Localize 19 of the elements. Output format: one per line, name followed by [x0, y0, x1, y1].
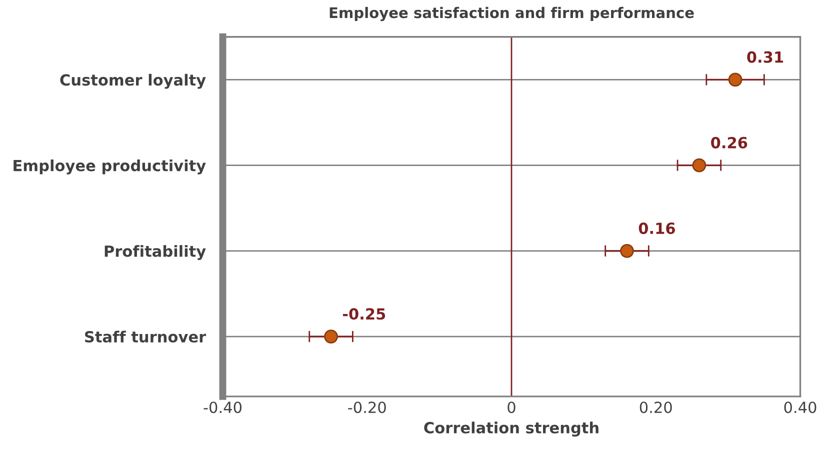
point [324, 330, 338, 344]
point [692, 158, 706, 172]
y-tick-label: Employee productivity [14, 159, 206, 174]
x-tick-label: 0.20 [640, 402, 672, 414]
y-tick-label: Customer loyalty [60, 74, 206, 89]
x-axis-title: Correlation strength [424, 422, 598, 437]
data-label: 0.31 [747, 51, 784, 63]
data-label: 0.26 [711, 136, 748, 148]
point [728, 72, 742, 87]
data-label: 0.16 [638, 222, 675, 234]
y-tick-label: Profitability [104, 245, 206, 260]
data-label: -0.25 [342, 308, 386, 320]
x-tick-label: -0.20 [348, 402, 386, 414]
point [620, 244, 634, 258]
chart-title: Employee satisfaction and firm performance [330, 6, 694, 22]
x-tick-label: 0 [508, 402, 516, 414]
y-tick-label: Staff turnover [85, 330, 206, 343]
x-tick-label: -0.40 [204, 402, 242, 414]
x-tick-label: 0.40 [784, 402, 816, 414]
